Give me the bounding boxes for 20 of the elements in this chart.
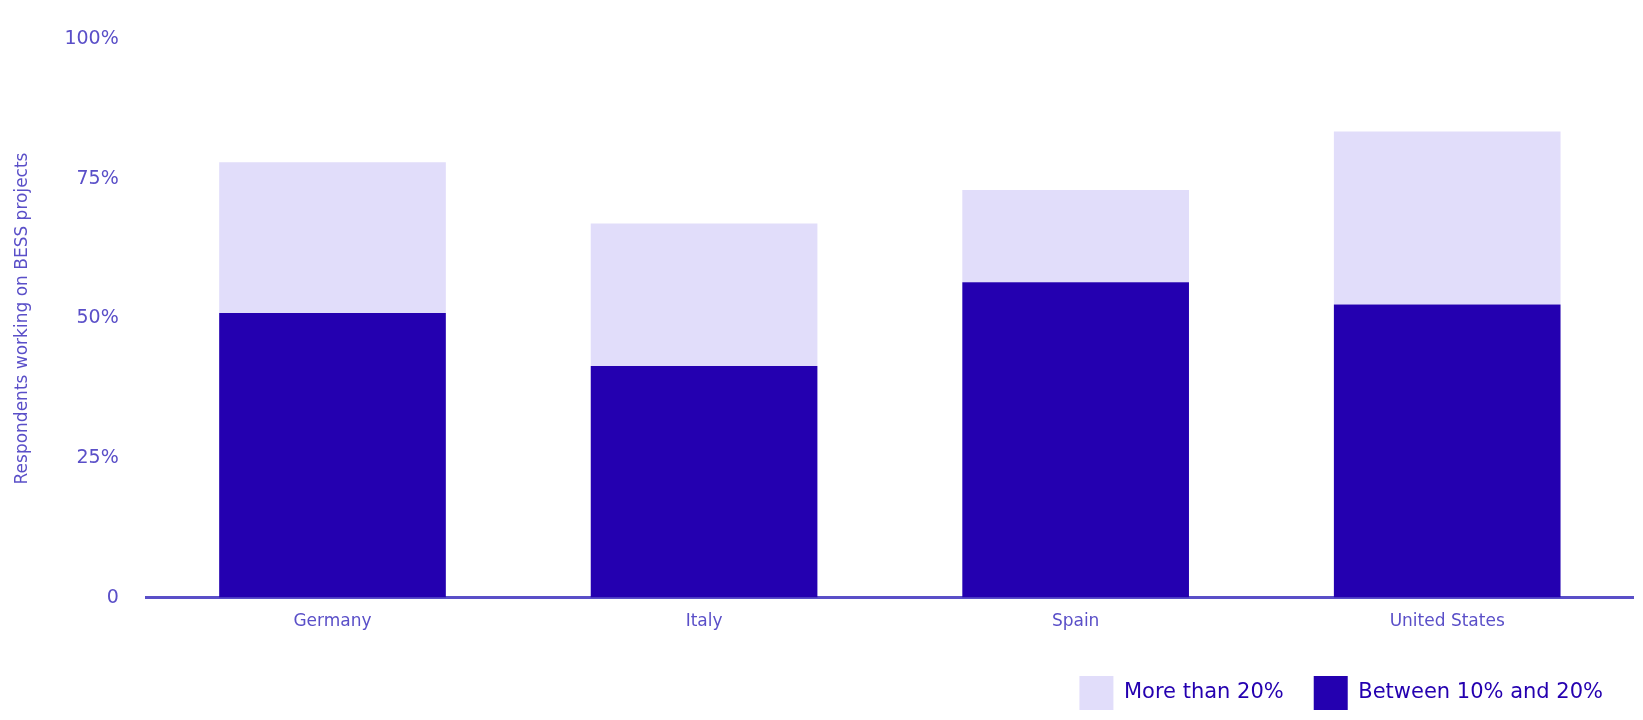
bar [962, 282, 1189, 598]
bar [1333, 131, 1561, 305]
legend-label: Between 10% and 20% [1358, 679, 1604, 704]
y-tick-label: 25% [76, 444, 119, 467]
bar [219, 312, 446, 598]
bar [962, 190, 1189, 283]
bar [219, 162, 446, 313]
bar [590, 223, 818, 366]
x-tick-label: United States [1389, 610, 1505, 631]
bar [1333, 304, 1561, 598]
y-axis-title: Respondents working on BESS projects [10, 152, 31, 485]
x-tick-label: Spain [1051, 610, 1100, 631]
y-tick-label: 50% [76, 305, 119, 328]
x-tick-label: Italy [685, 610, 723, 631]
y-tick-label: 100% [64, 26, 119, 49]
y-tick-label: 0 [106, 584, 119, 607]
y-tick-label: 75% [76, 165, 119, 188]
x-tick-label: Germany [293, 610, 372, 631]
legend-label: More than 20% [1123, 679, 1284, 704]
bar [590, 365, 818, 598]
